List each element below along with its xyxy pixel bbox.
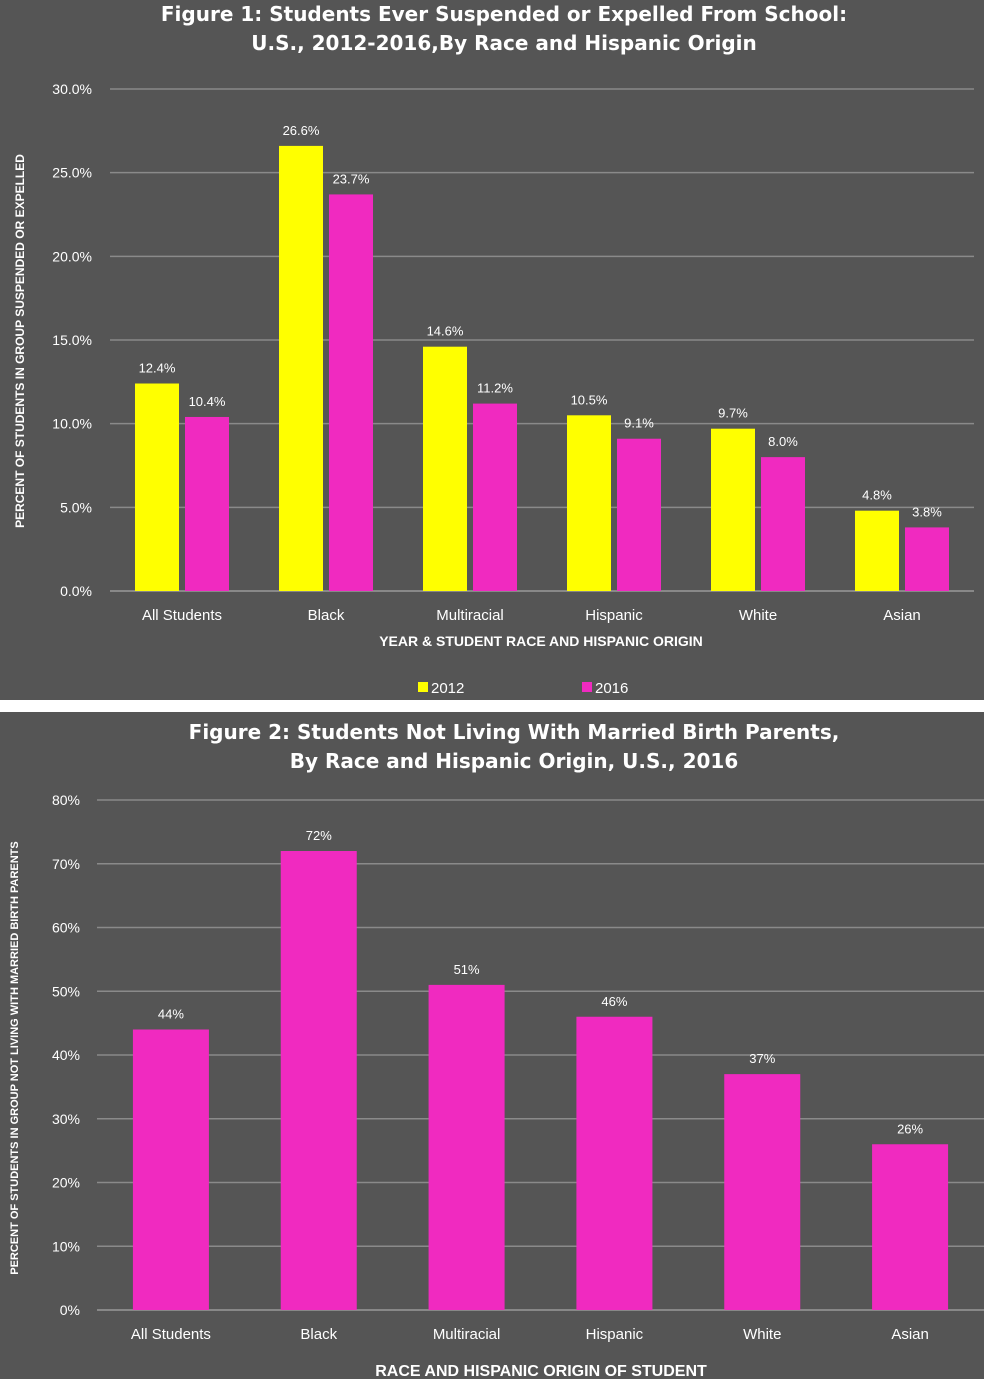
figure-2-y-tick-label: 70% [52, 856, 80, 872]
figure-2-x-tick-label: All Students [131, 1326, 211, 1343]
figure-2-y-tick-label: 30% [52, 1111, 80, 1127]
figure-1-bar-2016 [185, 416, 229, 591]
figure-1-x-tick-label: Multiracial [436, 607, 504, 624]
figure-2-x-tick-label: Multiracial [433, 1326, 501, 1343]
figure-2-x-tick-label: Hispanic [586, 1326, 644, 1343]
figure-1-bar-2012 [279, 145, 323, 592]
legend-swatch-2012 [418, 682, 428, 692]
figure-1-x-tick-label: White [739, 607, 777, 624]
figure-1-data-label: 10.4% [189, 394, 226, 409]
figure-1-y-tick-label: 20.0% [52, 248, 92, 264]
figure-1-y-tick-label: 15.0% [52, 332, 92, 348]
figure-1-y-tick-label: 0.0% [60, 583, 92, 599]
figure-1-x-tick-label: All Students [142, 607, 222, 624]
figure-1-bar-2016 [761, 457, 805, 591]
figure-1-data-label: 12.4% [139, 361, 176, 376]
figure-2-bar [280, 851, 357, 1310]
figure-2-bar [724, 1074, 801, 1310]
figure-2-y-tick-label: 50% [52, 983, 80, 999]
figure-2-y-tick-label: 80% [52, 792, 80, 808]
figure-1-bar-2012 [423, 346, 467, 591]
figure-1-data-label: 10.5% [571, 392, 608, 407]
figure-2-data-label: 51% [454, 962, 480, 977]
figure-1-data-label: 3.8% [912, 504, 942, 519]
figure-1-bar-2012 [855, 510, 899, 591]
figure-1-data-label: 23.7% [333, 171, 370, 186]
figure-1-data-label: 8.0% [768, 434, 798, 449]
legend-swatch-2016 [582, 682, 592, 692]
figure-2-data-label: 72% [306, 828, 332, 843]
figure-2-y-tick-label: 60% [52, 920, 80, 936]
figure-2-data-label: 46% [601, 994, 627, 1009]
figure-2-bar [132, 1029, 209, 1310]
figure-2-x-axis-label: RACE AND HISPANIC ORIGIN OF STUDENT [375, 1363, 707, 1379]
figure-1-data-label: 14.6% [427, 324, 464, 339]
figure-1-title-line1: Figure 1: Students Ever Suspended or Exp… [161, 2, 847, 26]
figure-1-bar-2012 [135, 383, 179, 591]
figure-1-bar-2016 [905, 527, 949, 591]
figure-1-data-label: 4.8% [862, 488, 892, 503]
figure-1-x-tick-label: Hispanic [585, 607, 643, 624]
figure-1-bar-2016 [473, 403, 517, 591]
figure-2-y-tick-label: 20% [52, 1175, 80, 1191]
figure-1-panel: Figure 1: Students Ever Suspended or Exp… [0, 0, 984, 700]
figure-1-y-tick-label: 30.0% [52, 81, 92, 97]
figure-1-legend: 2012 2016 [418, 680, 628, 697]
figure-2-chart: Figure 2: Students Not Living With Marri… [9, 720, 984, 1379]
figure-1-bar-2012 [711, 428, 755, 591]
figure-1-y-axis-label: PERCENT OF STUDENTS IN GROUP SUSPENDED O… [13, 154, 27, 528]
figure-2-y-tick-label: 40% [52, 1047, 80, 1063]
figure-2-x-tick-label: White [743, 1326, 781, 1343]
legend-label-2012: 2012 [431, 680, 464, 697]
figure-1-title-line2: U.S., 2012-2016,By Race and Hispanic Ori… [251, 31, 757, 55]
figure-1-x-tick-label: Asian [883, 607, 921, 624]
figure-1-y-tick-label: 25.0% [52, 165, 92, 181]
figure-1-bar-2012 [567, 415, 611, 591]
figure-2-x-tick-label: Black [300, 1326, 337, 1343]
figure-2-panel: Figure 2: Students Not Living With Marri… [0, 712, 984, 1379]
figure-1-bar-2016 [617, 438, 661, 591]
figure-2-data-label: 37% [749, 1051, 775, 1066]
figure-1-x-tick-label: Black [308, 607, 345, 624]
figure-1-data-label: 26.6% [283, 123, 320, 138]
figure-1-data-label: 11.2% [477, 381, 513, 396]
figure-1-data-label: 9.1% [624, 416, 654, 431]
figure-2-y-axis-label: PERCENT OF STUDENTS IN GROUP NOT LIVING … [9, 841, 21, 1275]
figure-2-x-tick-label: Asian [891, 1326, 929, 1343]
figure-2-bar [576, 1016, 653, 1310]
figure-2-y-tick-label: 0% [60, 1302, 80, 1318]
figure-1-bar-2016 [329, 194, 373, 592]
figure-2-title-line1: Figure 2: Students Not Living With Marri… [189, 720, 840, 744]
figure-1-data-label: 9.7% [718, 406, 748, 421]
figure-2-title-line2: By Race and Hispanic Origin, U.S., 2016 [290, 749, 739, 773]
figure-1-y-tick-label: 5.0% [60, 499, 92, 515]
figure-2-data-label: 44% [158, 1007, 184, 1022]
figure-2-data-label: 26% [897, 1121, 923, 1136]
figure-2-bar [428, 984, 505, 1310]
legend-label-2016: 2016 [595, 680, 628, 697]
figure-1-x-axis-label: YEAR & STUDENT RACE AND HISPANIC ORIGIN [379, 633, 703, 649]
figure-1-y-tick-label: 10.0% [52, 416, 92, 432]
figure-1-chart: Figure 1: Students Ever Suspended or Exp… [13, 2, 974, 697]
figure-2-bar [872, 1144, 949, 1310]
figure-2-y-tick-label: 10% [52, 1238, 80, 1254]
